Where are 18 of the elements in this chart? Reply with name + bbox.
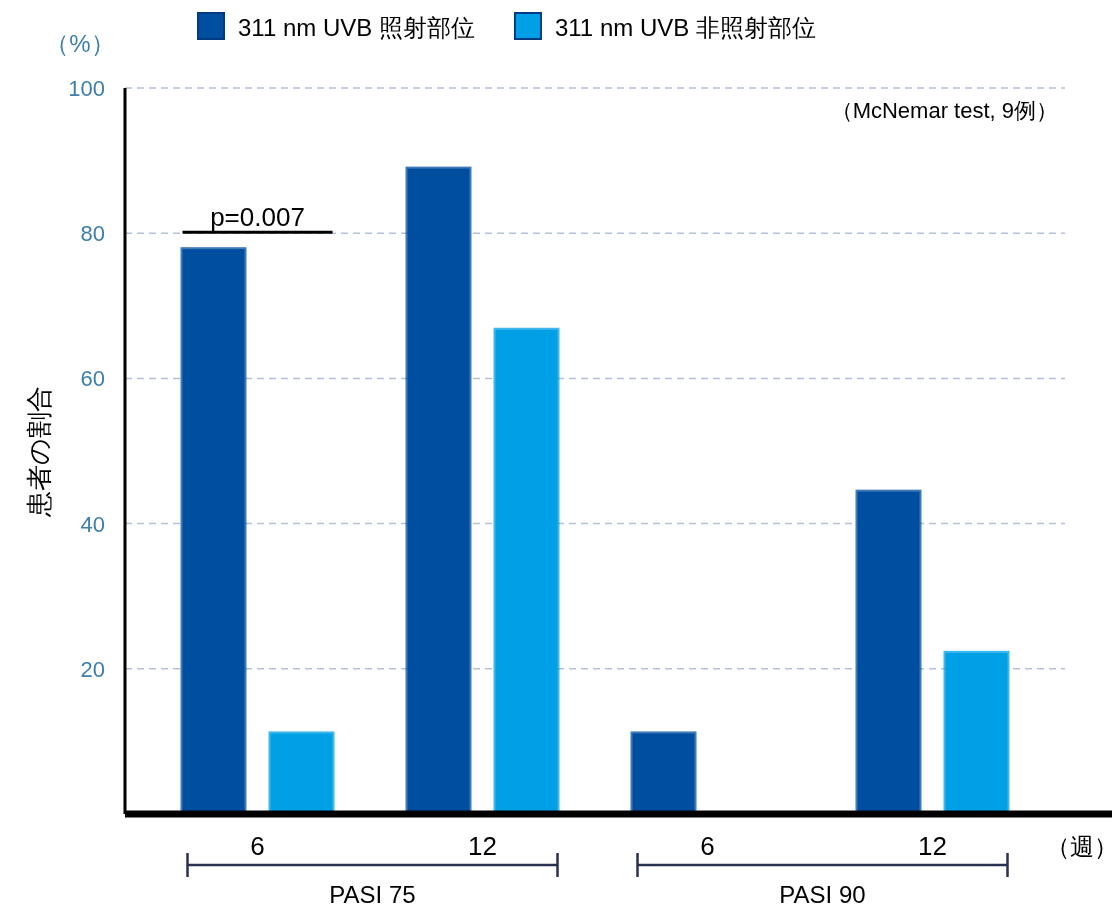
y-tick-label: 20 (80, 656, 105, 682)
text: PASI 75 (329, 881, 416, 908)
legend-label: 311 nm UVB 照射部位 (238, 14, 475, 41)
annotation: p=0.007 (210, 202, 305, 233)
y-tick-label: 40 (80, 511, 105, 537)
x-tick-label: 6 (700, 831, 715, 861)
annotation: （McNemar test, 9例） (830, 98, 1058, 123)
y-tick-label: 80 (80, 221, 105, 247)
text: （%） (45, 30, 115, 57)
legend-label: 311 nm UVB 非照射部位 (554, 14, 816, 41)
x-tick-label: 12 (918, 831, 947, 861)
x-tick-label: 6 (250, 831, 265, 861)
x-axis-title: （週） (1046, 833, 1112, 860)
y-axis-title: 患者の割合 (24, 385, 54, 518)
x-tick-label: 12 (468, 831, 497, 861)
text: PASI 90 (779, 881, 866, 908)
y-tick-label: 100 (68, 76, 105, 101)
y-tick-label: 60 (80, 366, 105, 392)
